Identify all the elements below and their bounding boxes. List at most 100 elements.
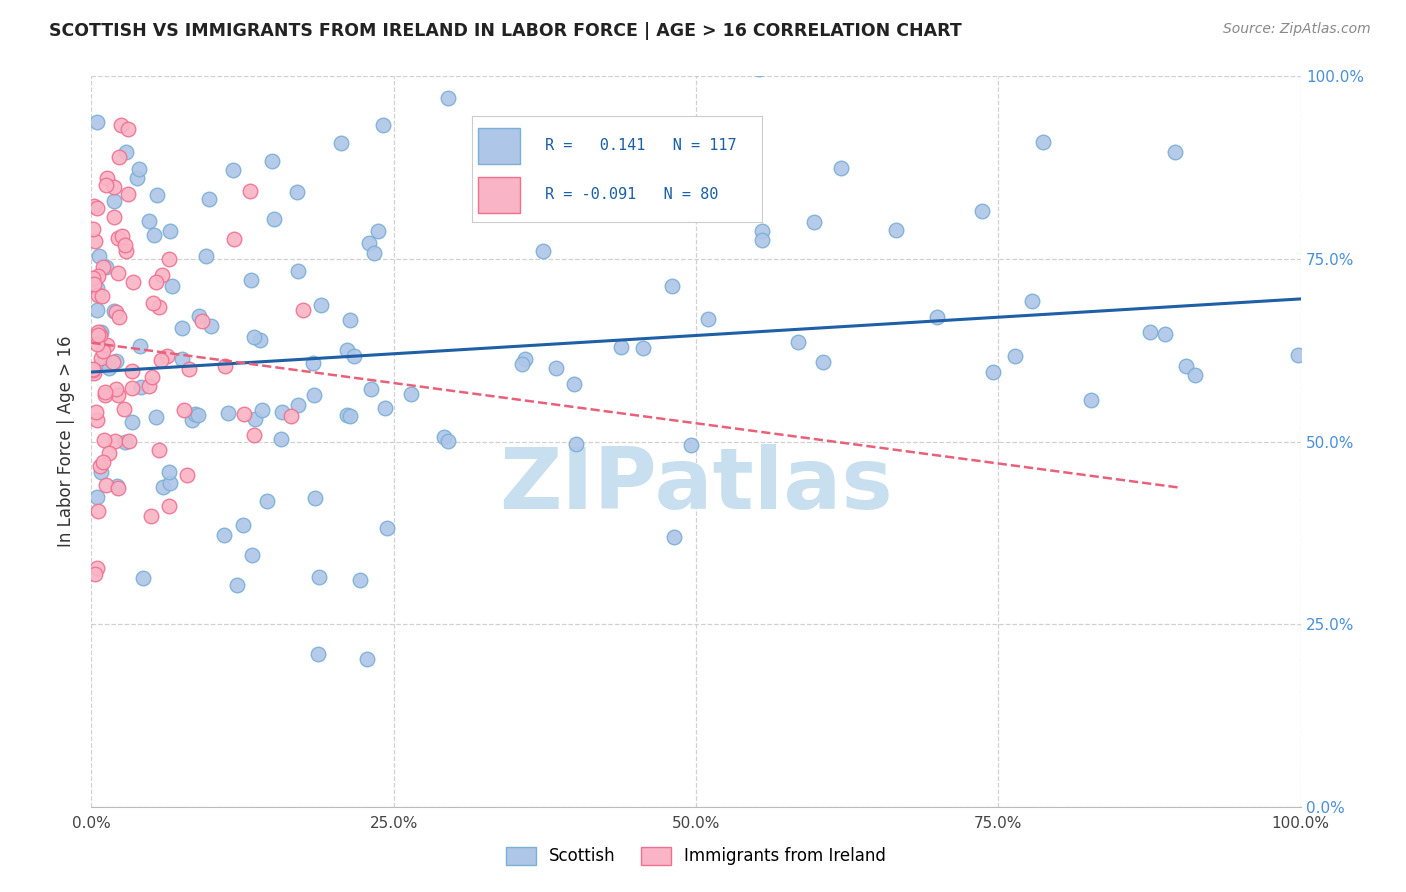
- Point: [336, 408, 359, 422]
- Point: [531, 244, 554, 258]
- Point: [148, 442, 170, 457]
- Point: [349, 573, 371, 587]
- Point: [146, 187, 169, 202]
- Point: [121, 381, 143, 395]
- Point: [239, 184, 262, 198]
- Point: [884, 223, 907, 237]
- Point: [513, 352, 536, 367]
- Point: [170, 351, 193, 366]
- Point: [173, 403, 195, 417]
- Point: [121, 415, 143, 429]
- Point: [172, 321, 194, 335]
- Point: [191, 314, 214, 328]
- Point: [91, 454, 114, 468]
- Point: [112, 401, 135, 416]
- Point: [308, 570, 330, 584]
- Point: [103, 303, 125, 318]
- Point: [329, 136, 352, 150]
- Point: [357, 235, 380, 250]
- Point: [86, 303, 108, 318]
- Point: [148, 300, 170, 314]
- Point: [309, 298, 332, 312]
- Point: [187, 409, 209, 423]
- Point: [662, 530, 685, 544]
- Point: [156, 349, 179, 363]
- Point: [159, 224, 181, 238]
- Point: [803, 215, 825, 229]
- Point: [131, 571, 153, 585]
- Point: [82, 363, 104, 377]
- Point: [157, 466, 180, 480]
- Point: [250, 403, 273, 417]
- Point: [89, 249, 111, 263]
- Point: [200, 319, 222, 334]
- Point: [180, 413, 202, 427]
- Point: [105, 478, 128, 492]
- Point: [564, 436, 586, 450]
- Point: [86, 280, 108, 294]
- Point: [360, 382, 382, 396]
- Point: [96, 338, 118, 352]
- Point: [86, 561, 108, 575]
- Point: [374, 401, 396, 415]
- Point: [176, 468, 198, 483]
- Point: [981, 365, 1004, 379]
- Point: [564, 377, 586, 392]
- Point: [377, 520, 399, 534]
- Point: [1139, 325, 1161, 339]
- Point: [339, 409, 361, 424]
- Point: [152, 480, 174, 494]
- Legend: Scottish, Immigrants from Ireland: Scottish, Immigrants from Ireland: [499, 840, 893, 872]
- Point: [240, 273, 263, 287]
- Point: [107, 388, 129, 402]
- Point: [260, 154, 283, 169]
- Point: [86, 328, 108, 343]
- Point: [114, 434, 136, 449]
- Point: [104, 304, 127, 318]
- Point: [108, 310, 131, 325]
- Point: [117, 187, 139, 202]
- Point: [242, 330, 264, 344]
- Point: [103, 194, 125, 208]
- Point: [128, 162, 150, 177]
- Point: [86, 201, 108, 215]
- Point: [142, 296, 165, 310]
- Point: [121, 364, 143, 378]
- Point: [1080, 392, 1102, 407]
- Point: [925, 310, 948, 324]
- Point: [90, 465, 112, 479]
- Point: [82, 222, 104, 236]
- Point: [188, 309, 211, 323]
- Point: [87, 325, 110, 339]
- Point: [1004, 350, 1026, 364]
- Point: [157, 499, 180, 513]
- Point: [118, 434, 141, 448]
- Point: [141, 370, 163, 384]
- Point: [633, 341, 655, 355]
- Point: [748, 62, 770, 76]
- Point: [141, 508, 163, 523]
- Point: [127, 171, 149, 186]
- Point: [510, 357, 533, 371]
- Point: [301, 355, 323, 369]
- Point: [243, 428, 266, 442]
- Point: [291, 302, 314, 317]
- Text: Source: ZipAtlas.com: Source: ZipAtlas.com: [1223, 22, 1371, 37]
- Point: [661, 279, 683, 293]
- Point: [104, 434, 127, 449]
- Point: [94, 478, 117, 492]
- Point: [263, 212, 285, 227]
- Point: [371, 118, 394, 132]
- Point: [114, 238, 136, 252]
- Point: [97, 446, 120, 460]
- Point: [83, 277, 105, 291]
- Point: [104, 353, 127, 368]
- Point: [249, 333, 271, 347]
- Point: [222, 163, 245, 178]
- Point: [101, 355, 124, 369]
- Point: [437, 91, 460, 105]
- Point: [103, 180, 125, 194]
- Point: [86, 115, 108, 129]
- Point: [143, 227, 166, 242]
- Point: [89, 327, 111, 342]
